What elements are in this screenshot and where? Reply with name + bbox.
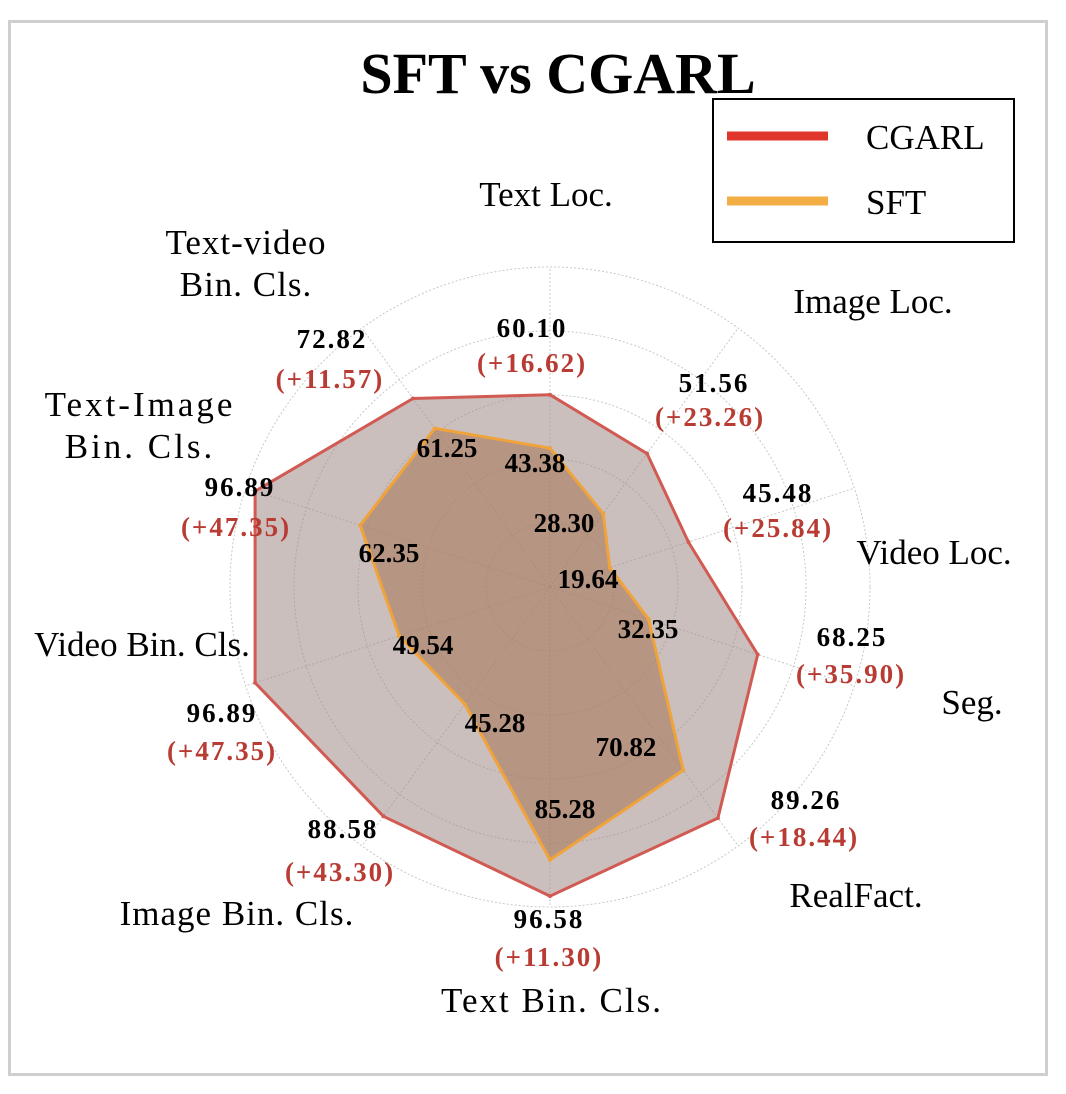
axis-label-image-loc: Image Loc. [793, 282, 952, 321]
value-label-sft-text-image-bin-cls: 62.35 [359, 538, 420, 568]
axis-labels: Text Loc. Image Loc. Video Loc. Seg. RealFac… [34, 175, 1012, 1020]
data-point-sft-text-bin-cls [548, 857, 552, 862]
value-label-sft-image-loc: 28.30 [534, 508, 595, 538]
axis-label-text-bin-cls: Text Bin. Cls. [441, 981, 663, 1020]
legend-label-sft: SFT [866, 183, 926, 222]
data-point-sft-video-loc [607, 565, 612, 570]
data-point-sft-text-image-bin-cls [358, 523, 363, 528]
value-label-sft-text-video-bin-cls: 61.25 [417, 433, 478, 463]
legend: CGARL SFT [712, 98, 1015, 243]
delta-label-text-image-bin-cls: (+47.35) [181, 512, 291, 542]
value-label-cgarl-image-loc: 51.56 [679, 368, 750, 398]
axis-label-video-bin-cls: Video Bin. Cls. [34, 625, 250, 664]
data-point-cgarl-text-loc [548, 392, 552, 397]
delta-label-video-bin-cls: (+47.35) [167, 736, 277, 766]
axis-label-text-loc: Text Loc. [479, 175, 613, 214]
delta-label-video-loc: (+25.84) [723, 513, 833, 543]
value-label-sft-realfact: 70.82 [596, 732, 657, 762]
delta-label-text-bin-cls: (+11.30) [495, 942, 604, 972]
delta-label-text-loc: (+16.62) [477, 348, 587, 378]
data-point-sft-realfact [681, 768, 686, 773]
data-point-sft-seg [646, 617, 651, 621]
delta-label-realfact: (+18.44) [749, 822, 859, 852]
data-point-sft-image-loc [601, 511, 606, 516]
value-label-cgarl-text-bin-cls: 96.58 [514, 904, 585, 934]
legend-box [712, 98, 1015, 243]
value-label-sft-image-bin-cls: 45.28 [465, 708, 526, 738]
value-labels: 60.10 (+16.62) 51.56 (+23.26) 45.48 (+25.84) 6… [167, 313, 906, 972]
chart-title: SFT vs CGARL [360, 41, 755, 106]
axis-label-text-image-bin-cls: Text-Image Bin. Cls. [45, 385, 236, 466]
grid-ring-100 [229, 266, 871, 908]
axis-label-text-video-bin-cls: Text-video Bin. Cls. [165, 223, 326, 304]
value-label-sft-video-loc: 19.64 [558, 564, 619, 594]
axis-label-seg: Seg. [941, 683, 1002, 722]
data-point-cgarl-realfact [715, 816, 720, 821]
delta-label-text-video-bin-cls: (+11.57) [276, 364, 385, 394]
data-point-cgarl-text-video-bin-cls [411, 396, 415, 401]
value-label-sft-seg: 32.35 [618, 614, 679, 644]
data-point-cgarl-image-bin-cls [381, 814, 386, 819]
value-label-cgarl-video-loc: 45.48 [743, 478, 814, 508]
legend-label-cgarl: CGARL [866, 118, 985, 157]
value-label-cgarl-seg: 68.25 [817, 622, 888, 652]
axis-label-realfact: RealFact. [789, 876, 922, 915]
value-label-cgarl-text-video-bin-cls: 72.82 [297, 324, 368, 354]
data-point-cgarl-video-loc [686, 540, 691, 544]
data-point-sft-text-video-bin-cls [432, 426, 437, 431]
axis-label-image-bin-cls: Image Bin. Cls. [120, 894, 355, 933]
data-point-cgarl-text-bin-cls [548, 894, 552, 899]
data-point-cgarl-video-bin-cls [253, 680, 258, 685]
axis-label-video-loc: Video Loc. [856, 533, 1011, 572]
value-label-cgarl-text-loc: 60.10 [497, 313, 568, 343]
value-label-cgarl-realfact: 89.26 [771, 785, 842, 815]
value-label-sft-video-bin-cls: 49.54 [393, 630, 454, 660]
data-point-cgarl-seg [755, 652, 760, 657]
value-label-sft-text-loc: 43.38 [505, 448, 566, 478]
delta-label-image-loc: (+23.26) [655, 402, 765, 432]
data-point-sft-text-loc [548, 446, 552, 451]
value-label-sft-text-bin-cls: 85.28 [535, 794, 596, 824]
data-point-sft-video-bin-cls [397, 634, 402, 638]
data-point-cgarl-text-image-bin-cls [253, 489, 258, 494]
data-point-cgarl-image-loc [645, 451, 649, 456]
data-point-sft-image-bin-cls [462, 702, 467, 707]
delta-label-seg: (+35.90) [796, 659, 906, 689]
value-label-cgarl-text-image-bin-cls: 96.89 [205, 472, 276, 502]
value-label-cgarl-video-bin-cls: 96.89 [187, 698, 258, 728]
delta-label-image-bin-cls: (+43.30) [285, 857, 395, 887]
value-label-cgarl-image-bin-cls: 88.58 [308, 814, 379, 844]
radar-series [253, 392, 760, 899]
